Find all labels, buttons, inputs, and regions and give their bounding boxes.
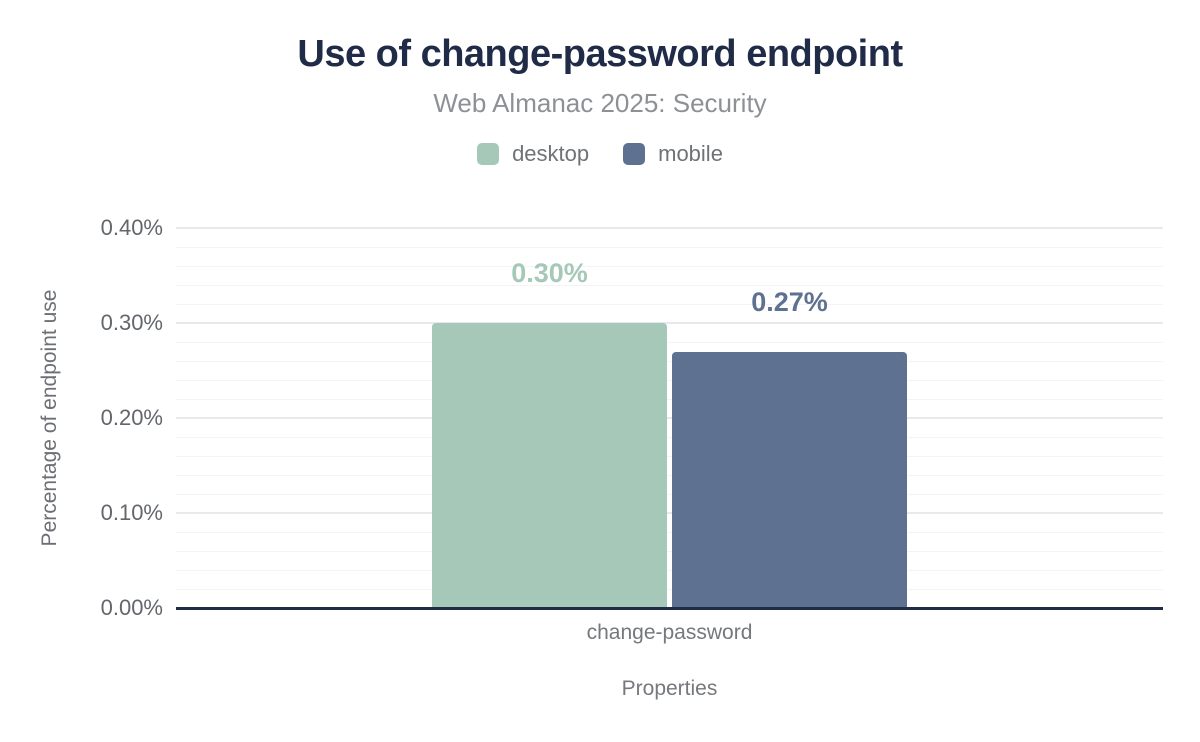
minor-gridline	[176, 304, 1163, 305]
legend: desktop mobile	[0, 141, 1200, 167]
minor-gridline	[176, 570, 1163, 571]
minor-gridline	[176, 342, 1163, 343]
major-gridline	[176, 417, 1163, 419]
plot-area: 0.30% 0.27% change-password	[176, 227, 1163, 644]
chart-title: Use of change-password endpoint	[297, 33, 903, 75]
minor-gridline	[176, 285, 1163, 286]
major-gridline	[176, 322, 1163, 324]
x-axis-line	[176, 607, 1163, 610]
minor-gridline	[176, 494, 1163, 495]
value-label-mobile: 0.27%	[751, 286, 828, 317]
x-axis-title: Properties	[621, 677, 718, 700]
minor-gridline	[176, 475, 1163, 476]
value-label-desktop: 0.30%	[511, 258, 588, 288]
minor-gridline	[176, 456, 1163, 457]
y-tick-label: 0.40%	[100, 215, 163, 240]
y-tick-label: 0.10%	[100, 500, 163, 525]
minor-gridline	[176, 247, 1163, 248]
major-gridline	[176, 227, 1163, 229]
y-tick-label: 0.20%	[100, 405, 163, 430]
minor-gridline	[176, 399, 1163, 400]
minor-gridline	[176, 437, 1163, 438]
legend-label: mobile	[658, 141, 723, 166]
y-tick-label: 0.00%	[100, 595, 163, 620]
minor-gridline	[176, 589, 1163, 590]
x-tick-label: change-password	[586, 621, 753, 644]
minor-gridline	[176, 361, 1163, 362]
bar-desktop[interactable]	[432, 323, 667, 608]
minor-gridline	[176, 380, 1163, 381]
legend-swatch-desktop	[477, 143, 500, 165]
minor-gridline	[176, 532, 1163, 533]
major-gridline	[176, 512, 1163, 514]
chart-subtitle: Web Almanac 2025: Security	[433, 88, 767, 118]
minor-gridline	[176, 266, 1163, 267]
legend-label: desktop	[512, 141, 590, 166]
bar-mobile[interactable]	[672, 351, 907, 608]
legend-item-mobile[interactable]: mobile	[623, 141, 723, 167]
legend-item-desktop[interactable]: desktop	[477, 141, 589, 167]
y-tick-label: 0.30%	[100, 310, 163, 335]
minor-gridline	[176, 551, 1163, 552]
legend-swatch-mobile	[623, 143, 646, 165]
